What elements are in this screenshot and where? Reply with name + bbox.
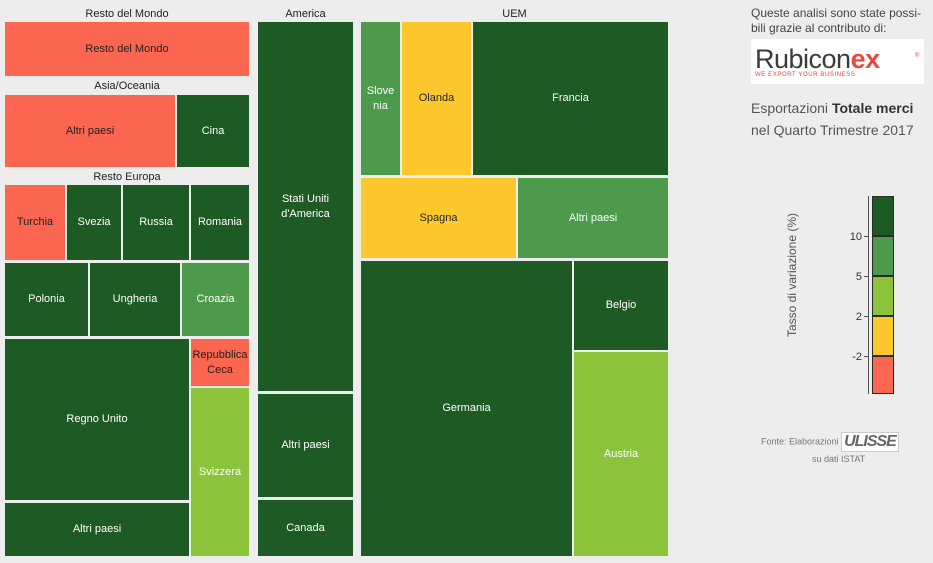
tile-germania[interactable]: Germania bbox=[361, 261, 572, 556]
ulisse-logo[interactable]: ULISSE bbox=[841, 432, 899, 452]
tile-label: Resto del Mondo bbox=[85, 42, 169, 55]
source-note: Fonte: Elaborazioni ULISSE bbox=[761, 432, 899, 452]
legend-band-2 bbox=[872, 236, 894, 276]
tile-label: Slovenia bbox=[366, 84, 395, 112]
tile-label: Svizzera bbox=[198, 465, 242, 478]
tile-europa-altri-paesi[interactable]: Altri paesi bbox=[5, 503, 189, 556]
legend-band-5 bbox=[872, 356, 894, 394]
legend-band-1 bbox=[872, 196, 894, 236]
tile-label: Altri paesi bbox=[72, 523, 122, 535]
tile-ungheria[interactable]: Ungheria bbox=[90, 263, 180, 336]
tile-romania[interactable]: Romania bbox=[191, 185, 249, 260]
tile-label: Turchia bbox=[16, 216, 54, 228]
tile-label: Polonia bbox=[28, 293, 65, 305]
tile-belgio[interactable]: Belgio bbox=[574, 261, 668, 350]
info-panel: Queste analisi sono state possi-bili gra… bbox=[740, 0, 933, 563]
tile-label: Regno Unito bbox=[66, 413, 128, 425]
tile-uem-altri-paesi[interactable]: Altri paesi bbox=[518, 178, 668, 258]
tile-resto-del-mondo[interactable]: Resto del Mondo bbox=[5, 22, 249, 76]
tile-regno-unito[interactable]: Regno Unito bbox=[5, 339, 189, 500]
sponsor-logo-registered: ® bbox=[915, 53, 920, 59]
sponsor-logo[interactable]: Rubiconex ® WE EXPORT YOUR BUSINESS bbox=[751, 39, 924, 84]
tile-label: Croazia bbox=[196, 293, 235, 305]
legend-title: Tasso di variazione (%) bbox=[785, 212, 799, 338]
tile-label: Spagna bbox=[419, 211, 458, 224]
tile-label: Canada bbox=[286, 521, 325, 534]
tile-label: Altri paesi bbox=[65, 124, 115, 137]
legend-band-4 bbox=[872, 316, 894, 356]
tile-asia-altri-paesi[interactable]: Altri paesi bbox=[5, 95, 175, 167]
tile-cina[interactable]: Cina bbox=[177, 95, 249, 167]
legend-tick-mark bbox=[864, 356, 868, 357]
tile-spagna[interactable]: Spagna bbox=[361, 178, 516, 258]
chart-title: Esportazioni Totale merci bbox=[751, 100, 914, 116]
tile-olanda[interactable]: Olanda bbox=[402, 22, 471, 175]
tile-polonia[interactable]: Polonia bbox=[5, 263, 88, 336]
group-label-resto-del-mondo: Resto del Mondo bbox=[85, 8, 169, 20]
tile-turchia[interactable]: Turchia bbox=[5, 185, 65, 260]
legend-tick-mark bbox=[864, 276, 868, 277]
tile-slovenia[interactable]: Slovenia bbox=[361, 22, 400, 175]
group-label-america: America bbox=[285, 8, 326, 20]
tile-repubblica-ceca[interactable]: Repubblica Ceca bbox=[191, 339, 249, 386]
legend-tick-label: 2 bbox=[855, 311, 862, 323]
tile-stati-uniti[interactable]: Stati Uniti d'America bbox=[258, 22, 353, 391]
legend-axis bbox=[868, 196, 869, 394]
legend-band-3 bbox=[872, 276, 894, 316]
tile-croazia[interactable]: Croazia bbox=[182, 263, 249, 336]
tile-label: Cina bbox=[201, 124, 225, 137]
color-legend bbox=[872, 196, 894, 394]
sponsor-logo-tagline: WE EXPORT YOUR BUSINESS bbox=[755, 72, 856, 78]
tile-label: Ungheria bbox=[112, 293, 158, 305]
tile-label: Belgio bbox=[605, 299, 637, 311]
tile-america-altri-paesi[interactable]: Altri paesi bbox=[258, 394, 353, 497]
sponsor-logo-word: Rubiconex bbox=[755, 44, 880, 74]
group-label-resto-europa: Resto Europa bbox=[93, 171, 161, 183]
source-note-line2: su dati ISTAT bbox=[812, 454, 866, 464]
legend-tick-label: -2 bbox=[852, 351, 862, 363]
tile-svezia[interactable]: Svezia bbox=[67, 185, 121, 260]
tile-label: Repubblica Ceca bbox=[192, 348, 248, 376]
tile-label: Altri paesi bbox=[568, 211, 618, 224]
tile-label: Stati Uniti d'America bbox=[281, 192, 330, 220]
chart-subtitle: nel Quarto Trimestre 2017 bbox=[751, 122, 914, 138]
tile-label: Romania bbox=[197, 216, 243, 228]
sponsor-intro-text: Queste analisi sono state possi-bili gra… bbox=[751, 6, 922, 35]
tile-label: Germania bbox=[442, 402, 491, 414]
legend-tick-label: 10 bbox=[849, 231, 862, 243]
tile-austria[interactable]: Austria bbox=[574, 352, 668, 556]
tile-label: Altri paesi bbox=[281, 439, 330, 451]
legend-tick-mark bbox=[864, 316, 868, 317]
tile-label: Francia bbox=[552, 92, 589, 104]
legend-tick-mark bbox=[864, 236, 868, 237]
tile-label: Austria bbox=[603, 447, 639, 460]
tile-russia[interactable]: Russia bbox=[123, 185, 189, 260]
tile-canada[interactable]: Canada bbox=[258, 500, 353, 556]
tile-label: Olanda bbox=[418, 92, 455, 104]
tile-label: Russia bbox=[139, 216, 173, 228]
group-label-uem: UEM bbox=[502, 8, 527, 20]
tile-label: Svezia bbox=[77, 216, 111, 228]
tile-francia[interactable]: Francia bbox=[473, 22, 668, 175]
legend-tick-label: 5 bbox=[855, 271, 862, 283]
group-label-asia-oceania: Asia/Oceania bbox=[94, 80, 160, 92]
tile-svizzera[interactable]: Svizzera bbox=[191, 388, 249, 556]
